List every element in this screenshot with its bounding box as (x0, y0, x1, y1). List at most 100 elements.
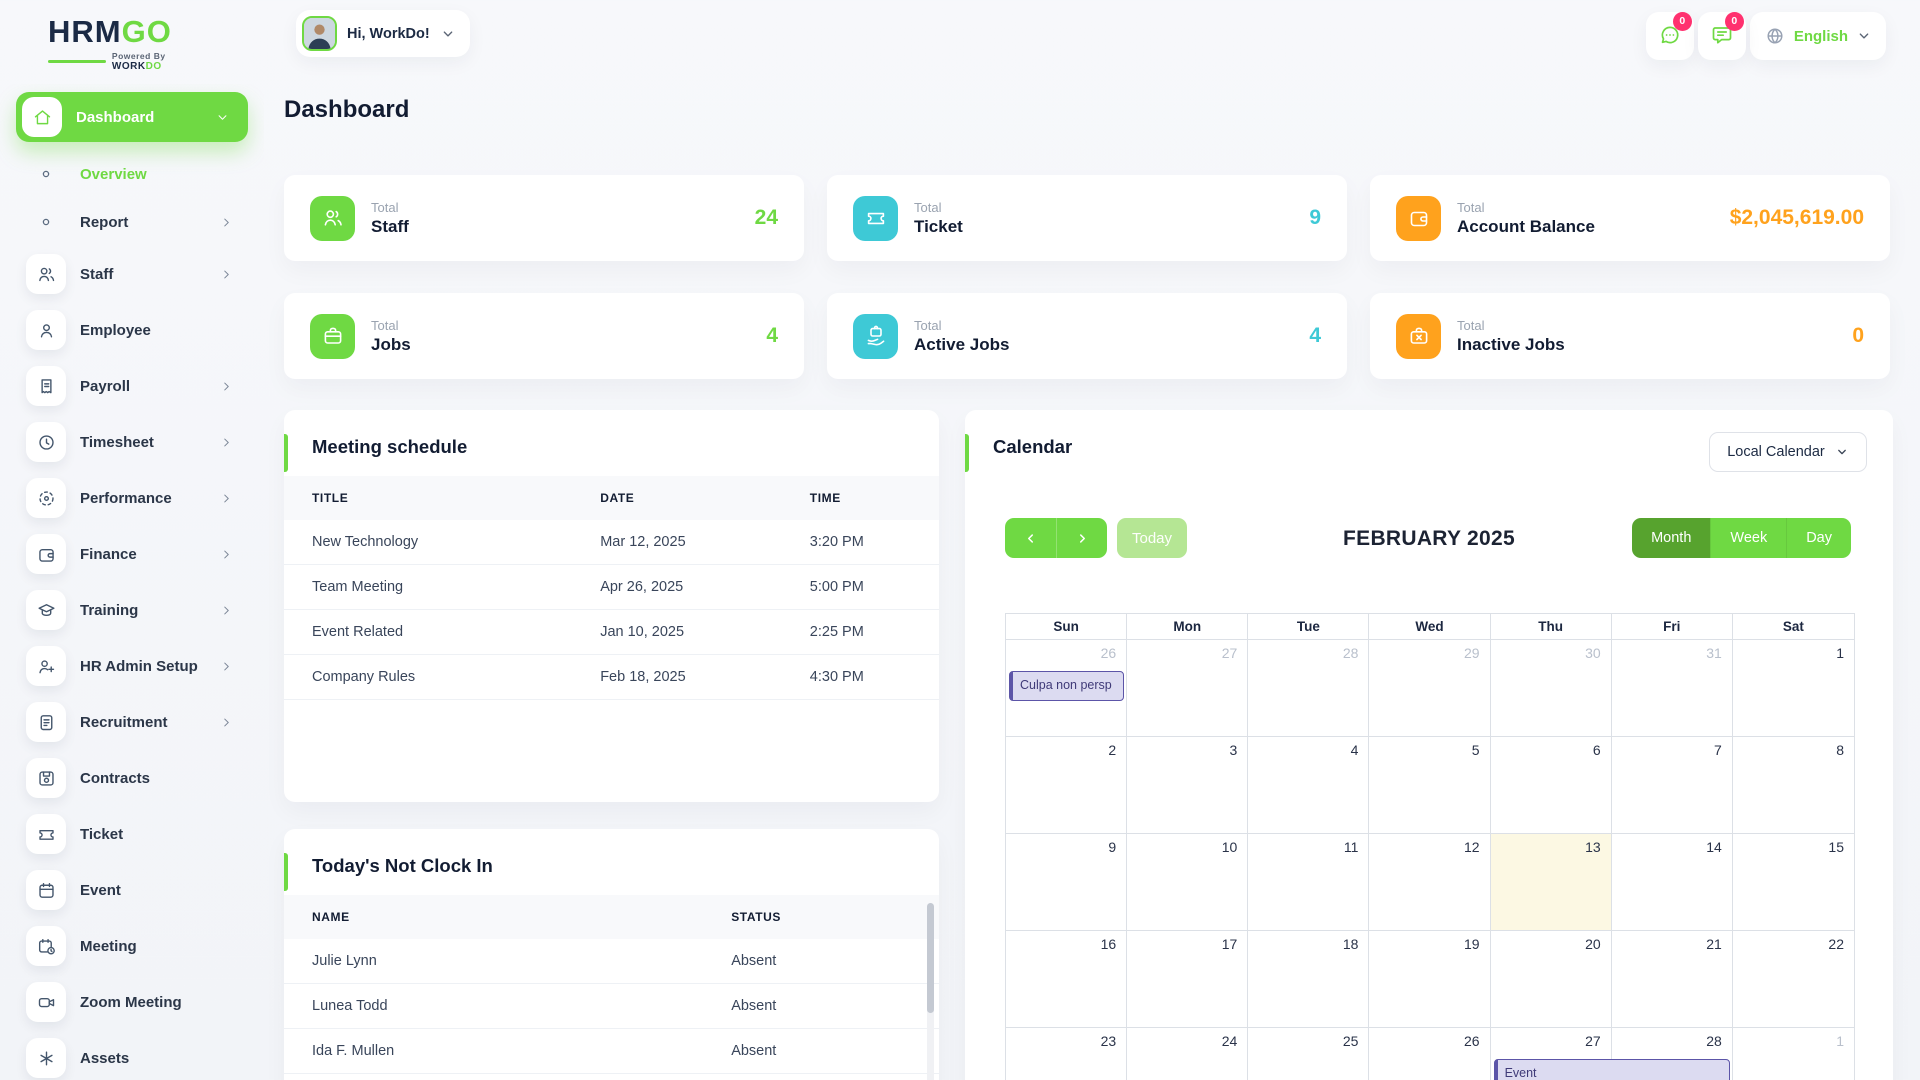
calendar-day-cell[interactable]: 10 (1127, 834, 1249, 930)
calendar-week-row: 9 10 11 12 13 14 15 (1006, 834, 1854, 931)
table-row: Ida F. Mullen Absent (284, 1028, 939, 1074)
calendar-day-cell[interactable]: 16 (1006, 931, 1128, 1027)
meeting-schedule-card: Meeting schedule TITLE DATE TIME New Techn… (284, 410, 939, 802)
calendar-day-cell[interactable]: 20 (1491, 931, 1612, 1027)
sidebar-item-payroll[interactable]: Payroll (16, 358, 248, 414)
calendar-day-cell[interactable]: 30 (1491, 640, 1612, 736)
column-header: TITLE (284, 476, 573, 520)
calendar-event[interactable]: Event (1493, 1059, 1730, 1080)
calendar-day-cell[interactable]: 26 (1006, 640, 1128, 736)
calendar-day-cell[interactable]: 22 (1828, 936, 1844, 952)
sidebar-item-label: Event (80, 881, 121, 899)
chevron-down-icon (1835, 445, 1849, 459)
sidebar-item-meeting[interactable]: Meeting (16, 918, 248, 974)
sidebar-item-recruitment[interactable]: Recruitment (16, 694, 248, 750)
table-cell: Lunea Todd (284, 983, 704, 1029)
calendar-day-cell[interactable]: 23 (1006, 1028, 1128, 1080)
sidebar-item-label: HR Admin Setup (80, 657, 198, 675)
calendar-day-cell[interactable]: 28 (1248, 640, 1370, 736)
calendar-source-select[interactable]: Local Calendar (1709, 432, 1867, 472)
calendar-day-cell[interactable]: 15 (1828, 839, 1844, 855)
calendar-event[interactable]: Culpa non persp (1009, 671, 1125, 701)
calendar-day-cell[interactable]: 21 (1612, 931, 1733, 1027)
sidebar-item-zoom-meeting[interactable]: Zoom Meeting (16, 974, 248, 1030)
chevron-right-icon (219, 715, 234, 730)
stat-value: 4 (1309, 324, 1321, 347)
floppy-icon (26, 758, 66, 798)
calendar-day-cell[interactable]: 29 (1369, 640, 1491, 736)
calendar-day-cell[interactable]: 27 (1127, 640, 1249, 736)
table-row: Team Meeting Apr 26, 2025 5:00 PM (284, 564, 939, 610)
stat-value: $2,045,619.00 (1729, 206, 1864, 229)
calendar-day-cell[interactable]: 11 (1248, 834, 1370, 930)
sidebar-item-ticket[interactable]: Ticket (16, 806, 248, 862)
sidebar-item-hr-admin-setup[interactable]: HR Admin Setup (16, 638, 248, 694)
messenger-badge: 0 (1672, 12, 1692, 31)
home-icon (22, 97, 62, 137)
today-button[interactable]: Today (1117, 518, 1188, 558)
messenger-button[interactable]: 0 (1645, 12, 1694, 60)
calendar-day-cell[interactable]: 7 (1612, 737, 1733, 833)
calendar-day-cell[interactable]: 4 (1248, 737, 1370, 833)
view-button-month[interactable]: Month (1632, 518, 1711, 558)
calendar-day-cell[interactable]: 2 (1006, 737, 1128, 833)
table-cell: 5:00 PM (781, 564, 939, 610)
sidebar-item-dashboard[interactable]: Dashboard (16, 92, 248, 142)
prev-month-button[interactable] (1005, 518, 1056, 558)
calendar-day-cell[interactable]: 27 (1491, 1028, 1612, 1080)
calendar-day-cell[interactable]: 25 (1248, 1028, 1370, 1080)
next-month-button[interactable] (1056, 518, 1107, 558)
wallet-icon (26, 534, 66, 574)
calendar-week-row: 23 24 25 26 27 28 1 (1006, 1028, 1854, 1080)
calendar-day-cell[interactable]: 28 (1612, 1028, 1733, 1080)
calendar-day-cell[interactable]: 26 (1369, 1028, 1491, 1080)
scrollbar-thumb[interactable] (927, 903, 934, 1013)
sidebar-item-staff[interactable]: Staff (16, 246, 248, 302)
user-profile-menu[interactable]: Hi, WorkDo! (296, 10, 470, 57)
calendar-day-cell[interactable]: 24 (1127, 1028, 1249, 1080)
app-logo[interactable]: HRMGO Powered By WORKDO (48, 16, 218, 72)
column-header: NAME (284, 895, 704, 939)
sidebar-item-event[interactable]: Event (16, 862, 248, 918)
sidebar: Dashboard Overview Report Staff Employee Payr… (0, 84, 264, 1080)
calendar-day-cell[interactable]: 3 (1127, 737, 1249, 833)
calendar-day-cell[interactable]: 12 (1369, 834, 1491, 930)
notifications-button[interactable]: 0 (1697, 12, 1746, 60)
calendar-day-cell[interactable]: 18 (1248, 931, 1370, 1027)
sidebar-item-employee[interactable]: Employee (16, 302, 248, 358)
view-button-day[interactable]: Day (1786, 518, 1851, 558)
calendar-day-cell-today[interactable]: 13 (1490, 834, 1612, 930)
sidebar-item-performance[interactable]: Performance (16, 470, 248, 526)
sidebar-item-contracts[interactable]: Contracts (16, 750, 248, 806)
language-selector[interactable]: English (1749, 12, 1886, 60)
calendar-day-cell[interactable]: 17 (1127, 931, 1249, 1027)
scrollbar-track[interactable] (927, 903, 934, 1080)
sidebar-item-finance[interactable]: Finance (16, 526, 248, 582)
page-title: Dashboard (284, 96, 410, 123)
calendar-day-cell[interactable]: 5 (1369, 737, 1491, 833)
calendar-day-cell[interactable]: 8 (1836, 742, 1844, 758)
dot-icon (26, 216, 66, 228)
ticket-icon (853, 195, 898, 241)
sidebar-item-assets[interactable]: Assets (16, 1030, 248, 1080)
sidebar-item-overview[interactable]: Overview (16, 150, 248, 198)
sidebar-item-label: Dashboard (76, 108, 155, 126)
day-header-sun: Sun (1006, 614, 1128, 639)
chevron-right-icon (219, 547, 234, 562)
calendar-day-cell[interactable]: 19 (1369, 931, 1491, 1027)
sidebar-item-report[interactable]: Report (16, 198, 248, 246)
stat-prefix: Total (914, 317, 942, 333)
calendar-day-cell[interactable]: 9 (1006, 834, 1128, 930)
calendar-day-cell[interactable]: 14 (1612, 834, 1733, 930)
calendar-day-cell[interactable]: 31 (1612, 640, 1733, 736)
stat-text: Total Ticket (914, 200, 963, 237)
sidebar-item-training[interactable]: Training (16, 582, 248, 638)
day-header-mon: Mon (1127, 614, 1249, 639)
calendar-day-cell[interactable]: 1 (1836, 1033, 1844, 1049)
calendar-day-cell[interactable]: 1 (1836, 645, 1844, 661)
table-cell: New Technology (284, 520, 573, 565)
calendar-day-cell[interactable]: 6 (1491, 737, 1612, 833)
sidebar-item-timesheet[interactable]: Timesheet (16, 414, 248, 470)
calendar-nav: Today (1005, 518, 1188, 558)
view-button-week[interactable]: Week (1710, 518, 1787, 558)
